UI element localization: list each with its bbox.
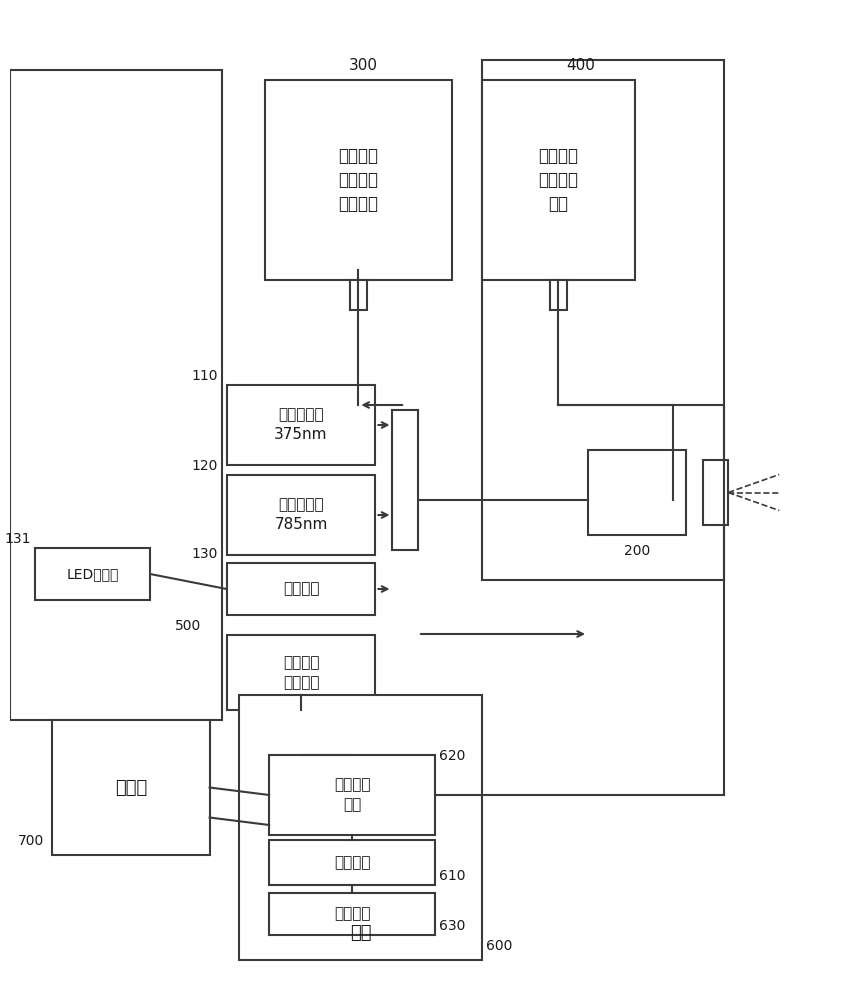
Text: 白光光源: 白光光源 [283, 581, 319, 596]
Text: 控制单元: 控制单元 [334, 855, 371, 870]
Bar [588, 450, 685, 535]
Bar [703, 460, 728, 525]
Bar [227, 475, 376, 555]
Text: 图像处理
单元: 图像处理 单元 [334, 778, 371, 812]
Text: 131: 131 [4, 532, 31, 546]
Text: 500: 500 [175, 619, 201, 633]
Bar [227, 563, 376, 615]
Bar [35, 548, 150, 600]
Bar [227, 635, 376, 710]
Text: 显示器: 显示器 [115, 778, 147, 796]
Text: LED驱动器: LED驱动器 [66, 567, 119, 581]
Bar [52, 720, 210, 855]
Text: 400: 400 [566, 58, 595, 73]
Text: 620: 620 [439, 749, 465, 763]
Bar [269, 840, 435, 885]
Text: 630: 630 [439, 919, 465, 933]
Text: 200: 200 [624, 544, 650, 558]
Bar [269, 893, 435, 935]
Text: 第一激光器
375nm: 第一激光器 375nm [274, 408, 328, 442]
Bar [9, 70, 223, 720]
Bar [392, 410, 418, 550]
Bar [265, 80, 452, 280]
Text: 按键面板: 按键面板 [334, 906, 371, 922]
Bar [269, 755, 435, 835]
Bar [239, 695, 482, 960]
Text: 拉曼光谱
信号采集
模块: 拉曼光谱 信号采集 模块 [538, 147, 578, 213]
Text: 610: 610 [439, 869, 465, 883]
Text: 第二激光器
785nm: 第二激光器 785nm [274, 498, 328, 532]
Text: 300: 300 [349, 58, 378, 73]
Text: 130: 130 [192, 547, 218, 561]
Bar [482, 80, 635, 280]
Text: 主机: 主机 [350, 924, 372, 942]
Text: 110: 110 [192, 369, 218, 383]
Text: 600: 600 [486, 939, 513, 953]
Text: 120: 120 [192, 459, 218, 473]
Bar [550, 280, 567, 310]
Bar [482, 60, 724, 580]
Bar [227, 385, 376, 465]
Bar [350, 280, 367, 310]
Text: 彩色图像
采集模块: 彩色图像 采集模块 [283, 655, 319, 690]
Text: 700: 700 [17, 834, 44, 848]
Text: 荧光寿命
图像信号
采集模块: 荧光寿命 图像信号 采集模块 [338, 147, 378, 213]
